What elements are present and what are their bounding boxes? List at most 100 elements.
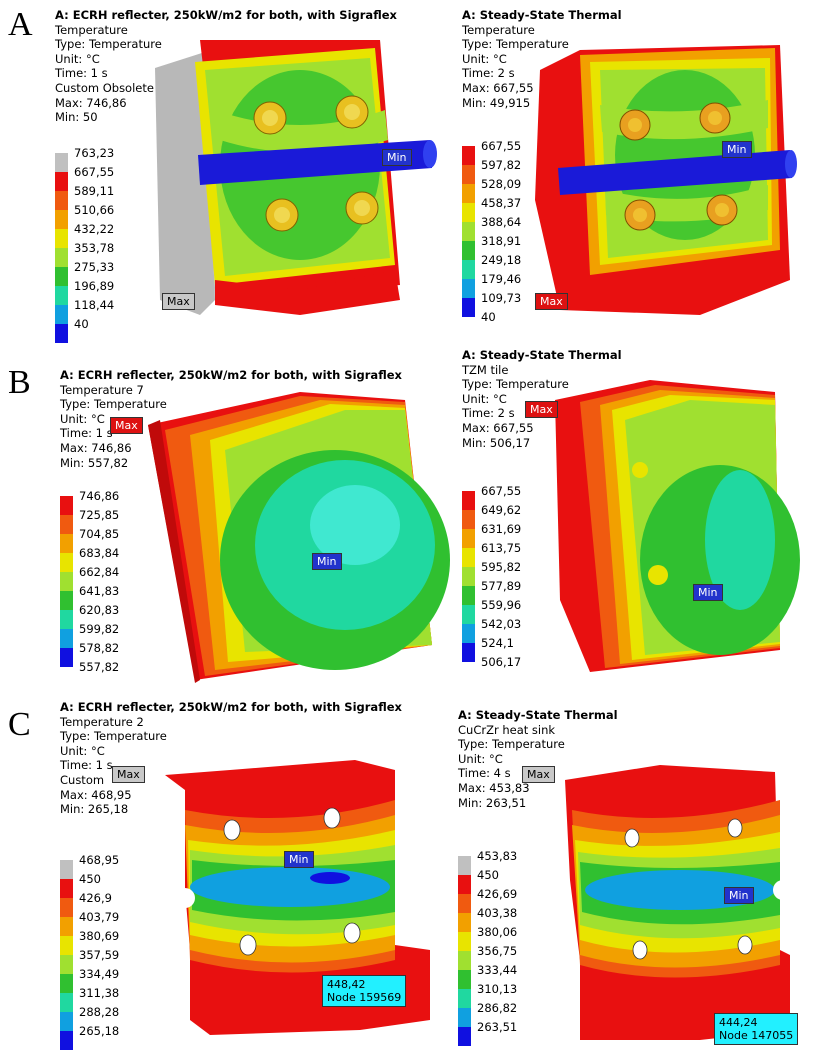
legend-swatch (60, 860, 73, 879)
legend-swatch (60, 648, 73, 667)
legend-swatch (60, 898, 73, 917)
legend-swatch (60, 572, 73, 591)
legend-swatch (55, 305, 68, 324)
legend-swatch (60, 629, 73, 648)
legend-value: 599,82 (79, 622, 120, 636)
max-tag: Max (112, 766, 145, 783)
probe-label: 444,24 Node 147055 (714, 1013, 799, 1045)
legend-value: 667,55 (74, 165, 115, 179)
min-tag: Min (312, 553, 342, 570)
legend-swatch (55, 172, 68, 191)
info-line: Type: Temperature (462, 37, 569, 52)
legend-value: 704,85 (79, 527, 120, 541)
legend-value: 595,82 (481, 560, 522, 574)
legend-value: 388,64 (481, 215, 522, 229)
info-line: Temperature (55, 22, 128, 37)
info-line: Time: 1 s (55, 66, 108, 81)
legend-value: 468,95 (79, 853, 120, 867)
info-line: Time: 2 s (462, 66, 515, 81)
legend-value: 450 (79, 872, 101, 886)
info-line: Unit: °C (60, 411, 105, 426)
legend-value: 249,18 (481, 253, 522, 267)
info-line: Time: 2 s (462, 406, 515, 421)
info-line: Time: 1 s (60, 426, 113, 441)
info-line: Max: 667,55 (462, 420, 534, 435)
legend-value: 426,9 (79, 891, 112, 905)
result-title: A: ECRH reflecter, 250kW/m2 for both, wi… (55, 8, 397, 22)
info-b-right: A: Steady-State Thermal TZM tile Type: T… (462, 348, 622, 450)
legend-swatch (60, 591, 73, 610)
min-tag: Min (284, 851, 314, 868)
legend-value: 403,79 (79, 910, 120, 924)
model-c-left (165, 760, 430, 1035)
legend-swatch (462, 298, 475, 317)
legend-swatch (60, 879, 73, 898)
legend-value: 311,38 (79, 986, 120, 1000)
legend-swatch (60, 993, 73, 1012)
panel-letter-c: C (8, 706, 31, 743)
probe-label: 448,42 Node 159569 (322, 975, 407, 1007)
info-line: Type: Temperature (458, 737, 565, 752)
legend-swatch (458, 875, 471, 894)
legend-swatch (55, 324, 68, 343)
legend-swatch (60, 917, 73, 936)
legend-swatch (55, 248, 68, 267)
result-title: A: ECRH reflecter, 250kW/m2 for both, wi… (60, 700, 402, 714)
legend-value: 683,84 (79, 546, 120, 560)
legend-value: 109,73 (481, 291, 522, 305)
legend-swatch (462, 567, 475, 586)
info-line: Unit: °C (462, 391, 507, 406)
legend-swatch (55, 286, 68, 305)
legend-value: 557,82 (79, 660, 120, 674)
legend-swatch (60, 955, 73, 974)
info-line: Min: 263,51 (458, 795, 527, 810)
result-title: A: Steady-State Thermal (458, 708, 618, 722)
legend-value: 613,75 (481, 541, 522, 555)
legend-swatch (458, 1008, 471, 1027)
legend-value: 667,55 (481, 139, 522, 153)
max-tag: Max (110, 417, 143, 434)
legend-swatch (462, 643, 475, 662)
legend-swatch (462, 184, 475, 203)
legend-value: 179,46 (481, 272, 522, 286)
max-tag: Max (162, 293, 195, 310)
legend-value: 559,96 (481, 598, 522, 612)
legend-value: 380,69 (79, 929, 120, 943)
info-line: Custom Obsolete (55, 80, 154, 95)
legend-swatch (458, 932, 471, 951)
info-line: Time: 1 s (60, 758, 113, 773)
info-c-left: A: ECRH reflecter, 250kW/m2 for both, wi… (60, 700, 402, 817)
legend-value: 118,44 (74, 298, 115, 312)
legend-swatch (55, 210, 68, 229)
model-a-left (155, 40, 437, 315)
info-line: Temperature 2 (60, 714, 144, 729)
legend-value: 725,85 (79, 508, 120, 522)
info-line: Max: 746,86 (55, 95, 127, 110)
legend-value: 310,13 (477, 982, 518, 996)
legend-value: 510,66 (74, 203, 115, 217)
legend-swatch (458, 856, 471, 875)
legend-swatch (462, 279, 475, 298)
info-line: Unit: °C (458, 751, 503, 766)
legend-swatch (60, 1012, 73, 1031)
info-line: Unit: °C (55, 51, 100, 66)
legend-value: 528,09 (481, 177, 522, 191)
legend-value: 318,91 (481, 234, 522, 248)
legend-swatch (60, 534, 73, 553)
legend-value: 631,69 (481, 522, 522, 536)
info-line: Unit: °C (462, 51, 507, 66)
min-tag: Min (722, 141, 752, 158)
legend-value: 40 (74, 317, 89, 331)
info-line: Max: 746,86 (60, 440, 132, 455)
legend-value: 578,82 (79, 641, 120, 655)
result-title: A: Steady-State Thermal (462, 348, 622, 362)
info-line: Min: 265,18 (60, 802, 129, 817)
legend-value: 524,1 (481, 636, 514, 650)
max-tag: Max (522, 766, 555, 783)
legend-value: 589,11 (74, 184, 115, 198)
legend-value: 403,38 (477, 906, 518, 920)
legend-swatch (458, 894, 471, 913)
legend-swatch (55, 267, 68, 286)
info-a-right: A: Steady-State Thermal Temperature Type… (462, 8, 622, 110)
legend-swatch (462, 203, 475, 222)
